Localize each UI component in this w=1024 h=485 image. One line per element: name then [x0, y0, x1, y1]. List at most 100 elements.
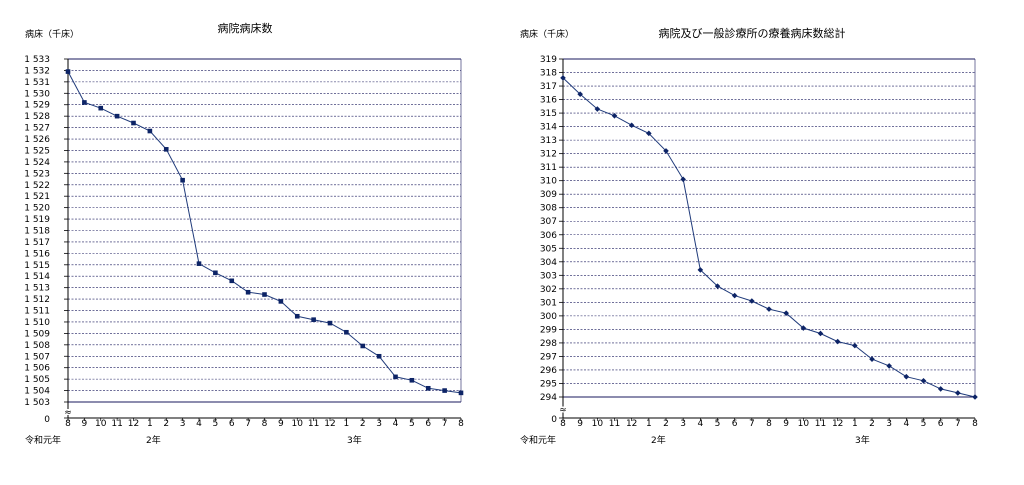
y-tick-label: 313: [540, 136, 557, 146]
x-tick-label: 12: [128, 419, 139, 429]
axis-break-mark: ≈: [64, 408, 72, 418]
y-tick-label: 1 525: [24, 146, 50, 156]
y-tick-label: 1 512: [24, 295, 50, 305]
data-point: [697, 267, 704, 273]
y-tick-label: 297: [540, 352, 557, 362]
y-tick-label: 309: [540, 190, 557, 200]
y-tick-label: 311: [540, 163, 557, 173]
y-tick-label: 304: [540, 258, 557, 268]
data-point: [560, 75, 566, 81]
data-point: [147, 128, 153, 134]
chart-2: 病院及び一般診療所の療養病床数総計病床（千床）29429529629729829…: [520, 26, 978, 446]
y-tick-label: 1 508: [24, 341, 50, 351]
data-point: [680, 176, 686, 183]
x-tick-label: 7: [955, 419, 961, 429]
x-tick-label: 1: [646, 419, 652, 429]
x-tick-label: 9: [278, 419, 284, 429]
data-point: [294, 313, 300, 319]
data-point: [360, 343, 366, 349]
data-point: [262, 292, 267, 297]
y-tick-label: 308: [540, 204, 557, 214]
y-tick-label: 1 515: [24, 261, 50, 271]
y-tick-label: 301: [540, 298, 557, 308]
x-tick-label: 6: [425, 419, 431, 429]
x-tick-label: 3: [886, 419, 892, 429]
year-label: 令和元年: [25, 434, 61, 446]
y-tick-label: 298: [540, 339, 557, 349]
data-point: [393, 374, 398, 380]
series-line: [562, 77, 976, 398]
x-tick-label: 3: [376, 419, 382, 429]
data-point: [611, 112, 618, 119]
data-point: [180, 177, 185, 183]
y-tick-label: 1 506: [24, 364, 50, 374]
x-tick-label: 2: [163, 419, 169, 429]
x-tick-label: 4: [393, 419, 399, 429]
data-point: [903, 373, 910, 380]
data-point: [937, 386, 944, 392]
data-point: [278, 299, 284, 304]
y-tick-label: 1 504: [24, 387, 50, 397]
data-point: [344, 329, 349, 335]
x-tick-label: 2: [360, 419, 366, 429]
x-tick-label: 1: [852, 419, 858, 429]
data-point: [114, 113, 120, 119]
x-tick-label: 11: [815, 419, 826, 429]
data-point: [213, 270, 218, 276]
y-tick-label: 306: [540, 231, 557, 241]
y-tick-label: 317: [540, 82, 557, 92]
y-tick-label: 303: [540, 271, 557, 281]
x-tick-label: 4: [697, 419, 703, 429]
y-tick-label: 1 517: [24, 238, 50, 248]
x-tick-label: 3: [180, 419, 186, 429]
y-tick-label: 1 503: [24, 398, 50, 408]
data-point: [577, 91, 583, 97]
y-tick-label: 296: [540, 366, 557, 376]
data-point: [376, 353, 382, 359]
x-tick-label: 10: [292, 419, 304, 429]
y-tick-label: 1 507: [24, 352, 50, 362]
x-tick-label: 11: [308, 419, 319, 429]
x-tick-label: 10: [95, 419, 107, 429]
y-tick-label: 300: [540, 312, 557, 322]
y-tick-label: 1 531: [24, 78, 50, 88]
y-tick-label: 316: [540, 96, 557, 106]
x-tick-label: 4: [903, 419, 909, 429]
data-point: [766, 306, 772, 312]
data-point: [646, 130, 652, 137]
y-zero-label: 0: [44, 415, 50, 425]
data-point: [98, 105, 104, 111]
y-tick-label: 1 530: [24, 89, 50, 99]
data-point: [920, 377, 927, 384]
x-tick-label: 6: [732, 419, 738, 429]
data-point: [196, 261, 202, 266]
data-point: [886, 363, 892, 369]
year-label: 3年: [855, 434, 870, 446]
data-point: [229, 278, 235, 284]
data-point: [311, 317, 316, 322]
y-tick-label: 1 520: [24, 204, 50, 214]
x-tick-label: 6: [229, 419, 235, 429]
y-tick-label: 1 529: [24, 101, 50, 111]
x-tick-label: 8: [65, 419, 71, 429]
data-point: [442, 388, 447, 393]
y-tick-label: 1 518: [24, 227, 50, 237]
x-tick-label: 8: [972, 419, 978, 429]
x-tick-label: 7: [749, 419, 755, 429]
data-point: [163, 147, 169, 152]
data-point: [869, 356, 875, 362]
y-tick-label: 1 519: [24, 215, 50, 225]
x-tick-label: 11: [111, 419, 122, 429]
y-tick-label: 314: [540, 123, 557, 133]
data-point: [972, 394, 978, 400]
y-tick-label: 1 523: [24, 169, 50, 179]
x-tick-label: 12: [626, 419, 637, 429]
data-point: [714, 283, 721, 289]
data-point: [749, 298, 755, 304]
x-tick-label: 7: [442, 419, 448, 429]
x-tick-label: 5: [715, 419, 721, 429]
y-tick-label: 305: [540, 244, 557, 254]
x-tick-label: 8: [262, 419, 268, 429]
